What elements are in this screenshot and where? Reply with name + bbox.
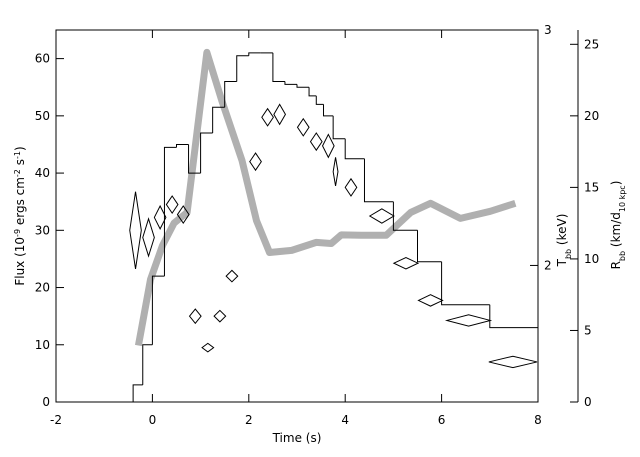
y3-axis-label-part: ) xyxy=(609,181,623,186)
histogram-step xyxy=(163,146,177,277)
x-tick-label: 0 xyxy=(149,413,157,427)
histogram-step xyxy=(284,81,297,85)
y-axis-label-part: -9 xyxy=(13,229,22,237)
radius-diamond xyxy=(332,157,339,187)
histogram-step xyxy=(441,261,490,306)
y-axis-label: Flux (10-9 ergs cm-2 s-1) xyxy=(13,146,28,285)
histogram-step xyxy=(272,52,285,83)
x-tick-label: 4 xyxy=(341,413,349,427)
x-tick-label: 2 xyxy=(245,413,253,427)
y2-tick-label: 2 xyxy=(544,258,552,272)
histogram-step xyxy=(224,81,237,108)
histogram-step xyxy=(296,84,310,88)
x-axis-label: Time (s) xyxy=(272,431,322,445)
radius-diamond xyxy=(273,103,287,126)
radius-diamond xyxy=(344,177,358,197)
histogram-step xyxy=(417,230,442,263)
x-tick-label: -2 xyxy=(50,413,62,427)
y2-axis-label-part: T xyxy=(555,258,569,267)
histogram-step xyxy=(489,304,538,329)
x-tick-label: 6 xyxy=(438,413,446,427)
radius-diamond xyxy=(321,133,335,159)
y-tick-label: 10 xyxy=(35,338,50,352)
y3-tick-label: 20 xyxy=(584,109,599,123)
y-axis-label-part: Flux (10 xyxy=(13,237,27,286)
y-axis-label-part: s xyxy=(13,159,27,169)
radius-diamond xyxy=(225,269,239,283)
plot-frame xyxy=(55,29,539,403)
radius-diamond xyxy=(309,132,323,152)
x-tick-label: 8 xyxy=(534,413,542,427)
radius-diamond xyxy=(417,294,444,307)
histogram-step xyxy=(363,158,394,203)
y3-axis-label-part: 10 kpc xyxy=(618,185,627,212)
histogram-step xyxy=(248,52,261,56)
y3-tick-label: 15 xyxy=(584,180,599,194)
histogram-step xyxy=(344,138,365,160)
radius-diamond xyxy=(392,256,420,270)
y-axis-label-part: -1 xyxy=(13,151,22,159)
y2-axis-label: Tbb (keV) xyxy=(555,214,573,268)
histogram-step xyxy=(176,143,189,148)
radius-diamond xyxy=(213,309,227,323)
histogram-step xyxy=(151,275,165,345)
radius-diamond xyxy=(368,208,395,224)
radius-diamond xyxy=(261,107,274,127)
y-axis-label-part: ) xyxy=(13,146,27,151)
radius-diamond xyxy=(444,314,493,327)
radius-diamond xyxy=(188,308,202,325)
temperature-band xyxy=(134,48,517,347)
radius-diamond xyxy=(153,204,167,230)
y2-tick-label: 3 xyxy=(544,23,552,37)
y2-axis-label-part: bb xyxy=(564,249,573,259)
histogram-step xyxy=(236,55,249,82)
y3-axis-label-part: R xyxy=(609,261,623,269)
y-tick-label: 0 xyxy=(42,395,50,409)
radius-diamond xyxy=(142,217,155,258)
radius-diamond xyxy=(129,191,142,270)
y3-axis-label-part: bb xyxy=(618,251,627,261)
histogram-step xyxy=(308,87,317,97)
histogram-step xyxy=(332,115,346,140)
histogram-step xyxy=(188,144,201,174)
y-axis-label-part: ergs cm xyxy=(13,177,27,229)
radius-diamond xyxy=(176,205,190,225)
y3-axis-label: Rbb (km/d10 kpc) xyxy=(609,181,627,270)
histogram-step xyxy=(212,106,225,134)
y-tick-label: 20 xyxy=(35,281,50,295)
radius-diamond xyxy=(296,117,310,137)
histogram-step xyxy=(315,95,324,105)
histogram-step xyxy=(132,384,143,402)
radius-diamond xyxy=(488,355,538,369)
y-axis-label-part: -2 xyxy=(13,169,22,177)
y3-tick-label: 5 xyxy=(584,323,592,337)
y-tick-label: 50 xyxy=(35,109,50,123)
histogram-step xyxy=(142,344,153,385)
y3-tick-label: 10 xyxy=(584,252,599,266)
histogram-step xyxy=(200,132,213,174)
y-tick-label: 30 xyxy=(35,223,50,237)
radius-diamond xyxy=(201,342,215,353)
radius-diamond xyxy=(165,195,179,215)
y3-tick-label: 25 xyxy=(584,37,599,51)
y3-tick-label: 0 xyxy=(584,395,592,409)
histogram-step xyxy=(323,104,334,117)
radius-diamond xyxy=(249,152,262,172)
y3-axis-label-part: (km/d xyxy=(609,212,623,251)
y2-axis-label-part: (keV) xyxy=(555,214,569,249)
y-tick-label: 40 xyxy=(35,166,50,180)
y-tick-label: 60 xyxy=(35,52,50,66)
histogram-step xyxy=(392,201,418,231)
